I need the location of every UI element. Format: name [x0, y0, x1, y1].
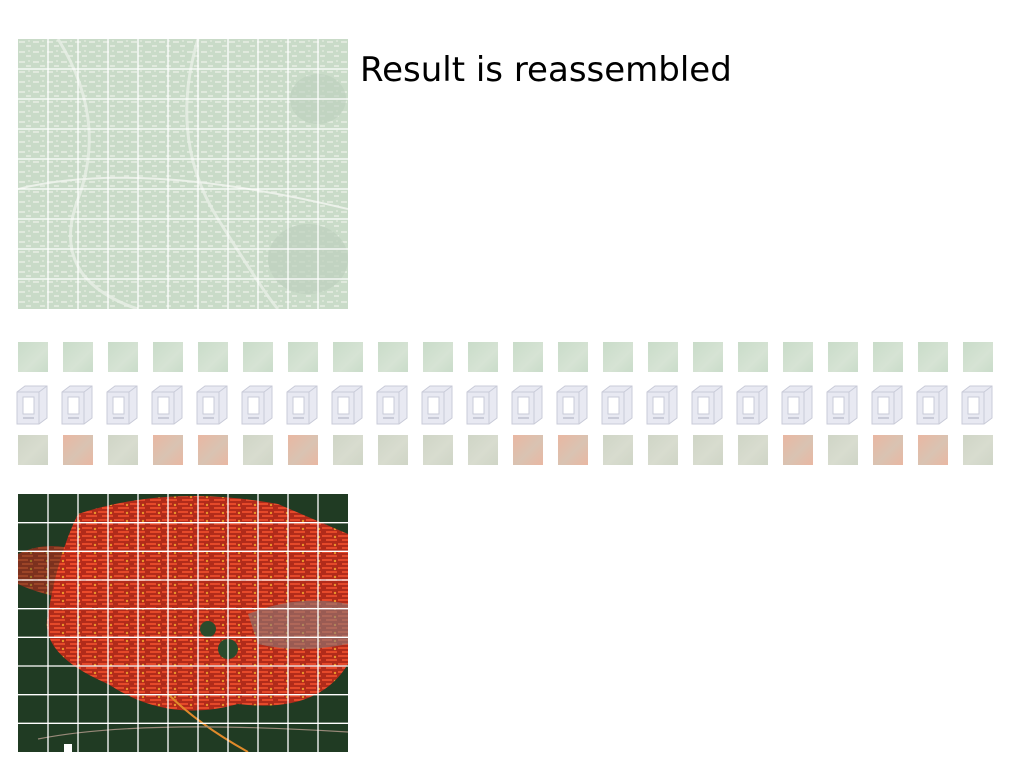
computer-icon: [916, 385, 948, 425]
input-tile: [18, 342, 48, 372]
input-tile: [603, 342, 633, 372]
input-tile: [243, 342, 273, 372]
output-tile: [738, 435, 768, 465]
output-tile: [153, 435, 183, 465]
output-tile: [513, 435, 543, 465]
output-tile: [558, 435, 588, 465]
output-tile: [828, 435, 858, 465]
computer-icon: [961, 385, 993, 425]
computer-icon: [736, 385, 768, 425]
computer-icon: [61, 385, 93, 425]
computer-icon: [241, 385, 273, 425]
computer-icon: [691, 385, 723, 425]
output-tiles-row: [0, 435, 1024, 465]
input-tiles-row: [0, 342, 1024, 372]
input-tile: [558, 342, 588, 372]
input-tile: [963, 342, 993, 372]
computer-icon: [781, 385, 813, 425]
output-tile: [378, 435, 408, 465]
output-tile: [333, 435, 363, 465]
output-tile: [423, 435, 453, 465]
input-tile: [288, 342, 318, 372]
input-tile: [63, 342, 93, 372]
input-tile: [873, 342, 903, 372]
input-tile: [153, 342, 183, 372]
output-tile: [18, 435, 48, 465]
input-tile: [108, 342, 138, 372]
output-tile: [198, 435, 228, 465]
input-tile: [648, 342, 678, 372]
output-tile: [63, 435, 93, 465]
input-tile: [468, 342, 498, 372]
computer-icon: [871, 385, 903, 425]
output-tile: [783, 435, 813, 465]
input-tile: [333, 342, 363, 372]
computer-icon: [286, 385, 318, 425]
computer-nodes-row: [0, 384, 1024, 426]
input-tile: [198, 342, 228, 372]
input-tile: [783, 342, 813, 372]
output-tile: [468, 435, 498, 465]
input-tile: [513, 342, 543, 372]
result-map-image: [18, 494, 348, 752]
computer-icon: [421, 385, 453, 425]
result-map-grid: [18, 494, 348, 752]
output-tile: [918, 435, 948, 465]
output-tile: [603, 435, 633, 465]
computer-icon: [646, 385, 678, 425]
input-tile: [423, 342, 453, 372]
computer-icon: [556, 385, 588, 425]
diagram-title: Result is reassembled: [360, 50, 732, 90]
output-tile: [873, 435, 903, 465]
output-tile: [108, 435, 138, 465]
computer-icon: [376, 385, 408, 425]
output-tile: [288, 435, 318, 465]
computer-icon: [196, 385, 228, 425]
output-tile: [693, 435, 723, 465]
input-map-image: [18, 39, 348, 309]
input-tile: [693, 342, 723, 372]
input-tile: [738, 342, 768, 372]
computer-icon: [331, 385, 363, 425]
computer-icon: [601, 385, 633, 425]
computer-icon: [151, 385, 183, 425]
input-map-grid: [18, 39, 348, 309]
input-tile: [378, 342, 408, 372]
computer-icon: [511, 385, 543, 425]
computer-icon: [826, 385, 858, 425]
input-tile: [918, 342, 948, 372]
computer-icon: [16, 385, 48, 425]
input-tile: [828, 342, 858, 372]
output-tile: [963, 435, 993, 465]
computer-icon: [106, 385, 138, 425]
computer-icon: [466, 385, 498, 425]
output-tile: [243, 435, 273, 465]
output-tile: [648, 435, 678, 465]
